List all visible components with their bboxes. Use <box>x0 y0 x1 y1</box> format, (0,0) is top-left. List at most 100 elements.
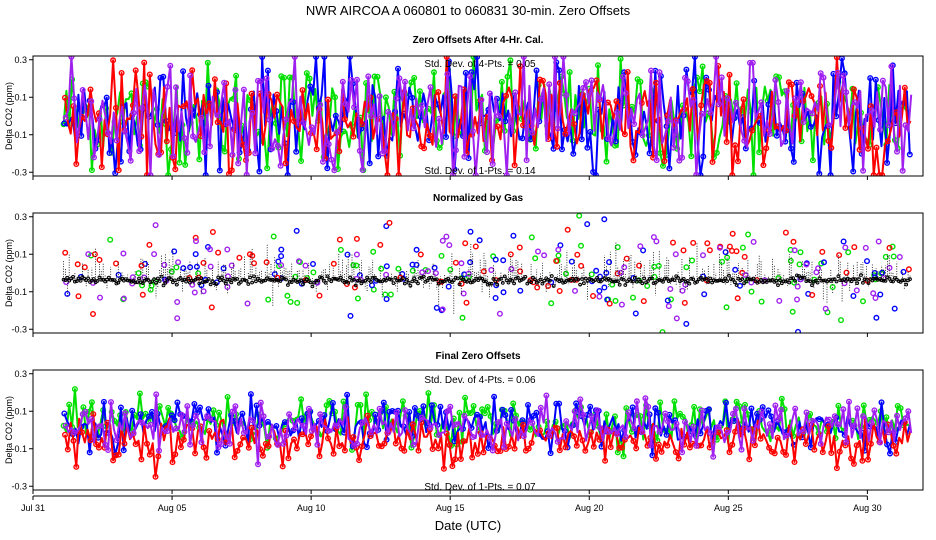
data-point-blue <box>344 251 351 258</box>
data-point-purple <box>791 247 798 254</box>
data-point-blue <box>596 288 603 295</box>
data-point-green <box>679 413 686 420</box>
data-point-purple <box>639 428 646 435</box>
mean-point <box>834 279 839 284</box>
data-point-blue <box>706 406 713 413</box>
mean-point <box>376 278 381 283</box>
mean-point <box>565 278 569 283</box>
data-point-red <box>690 239 697 246</box>
data-point-blue <box>180 68 187 75</box>
data-point-red <box>208 304 215 311</box>
mean-point <box>263 278 268 283</box>
data-point-blue <box>467 259 474 266</box>
mean-point <box>710 280 714 285</box>
data-point-red <box>578 262 585 269</box>
mean-point <box>891 279 895 284</box>
data-point-purple <box>501 444 508 451</box>
data-point-blue <box>253 402 260 409</box>
data-point-green <box>182 161 189 168</box>
data-point-blue <box>380 399 387 406</box>
mean-point <box>159 274 164 279</box>
data-point-red <box>177 444 184 451</box>
data-point-purple <box>122 410 129 417</box>
data-point-red <box>138 262 145 269</box>
data-point-purple <box>772 76 779 83</box>
mean-point <box>774 278 779 283</box>
mean-point <box>223 281 228 286</box>
mean-point <box>323 280 328 285</box>
panel-2-marks <box>61 213 912 333</box>
mean-point <box>653 280 658 285</box>
data-point-purple <box>71 95 78 102</box>
data-point-red <box>623 255 630 262</box>
data-point-red <box>112 452 119 459</box>
mean-point <box>849 279 854 284</box>
mean-point <box>648 276 652 281</box>
data-point-purple <box>452 421 459 428</box>
data-point-green <box>216 409 223 416</box>
data-point-blue <box>284 172 291 176</box>
data-point-red <box>155 453 162 460</box>
data-point-blue <box>519 135 526 142</box>
data-point-green <box>739 244 746 251</box>
y-tick-label: 0.1 <box>14 92 27 102</box>
data-point-green <box>651 263 658 270</box>
data-point-red <box>590 443 597 450</box>
mean-point <box>448 279 452 284</box>
data-point-blue <box>409 94 416 101</box>
data-point-blue <box>383 223 390 230</box>
data-point-purple <box>252 150 259 157</box>
data-point-blue <box>683 66 690 73</box>
y-tick-label: 0.3 <box>14 212 27 222</box>
panel-3-plot: -0.3 -0.1 0.1 0.3 <box>11 369 913 494</box>
data-point-red <box>452 259 459 266</box>
data-point-purple <box>809 110 816 117</box>
data-point-red <box>655 441 662 448</box>
mean-point <box>815 280 820 285</box>
data-point-purple <box>817 70 824 77</box>
data-point-red <box>231 454 238 461</box>
data-point-purple <box>107 399 114 406</box>
mean-point <box>872 276 877 281</box>
mean-point <box>408 283 413 288</box>
data-point-red <box>751 442 758 449</box>
mean-point <box>757 279 762 284</box>
mean-point <box>813 278 818 283</box>
data-point-green <box>80 404 87 411</box>
mean-point <box>301 282 305 287</box>
data-point-red <box>452 456 459 463</box>
mean-point <box>438 279 443 284</box>
data-point-blue <box>307 83 314 90</box>
data-point-green <box>88 167 95 174</box>
data-point-purple <box>621 264 628 271</box>
mean-point <box>495 282 500 287</box>
mean-point <box>578 282 582 287</box>
data-point-purple <box>419 414 426 421</box>
mean-point <box>348 275 353 280</box>
mean-point <box>218 278 223 283</box>
data-point-purple <box>673 315 680 322</box>
mean-point <box>900 278 905 283</box>
data-point-purple <box>174 315 181 322</box>
data-point-red <box>316 292 323 299</box>
data-point-purple <box>283 116 290 123</box>
panel-1-ylabel: Delta CO2 (ppm) <box>4 82 14 150</box>
data-point-purple <box>707 109 714 116</box>
data-point-purple <box>749 59 756 66</box>
mean-point <box>542 278 547 283</box>
data-point-purple <box>690 97 697 104</box>
mean-point <box>303 279 307 284</box>
data-point-purple <box>444 408 451 415</box>
data-point-red <box>556 447 563 454</box>
data-point-purple <box>427 424 434 431</box>
data-point-blue <box>375 153 382 160</box>
data-point-blue <box>584 144 591 151</box>
mean-point <box>284 277 288 282</box>
data-point-red <box>73 463 80 470</box>
data-point-red <box>90 411 97 418</box>
data-point-purple <box>244 300 251 307</box>
data-point-green <box>576 213 583 219</box>
data-point-red <box>811 446 818 453</box>
data-point-purple <box>508 266 515 273</box>
data-point-purple <box>605 135 612 142</box>
